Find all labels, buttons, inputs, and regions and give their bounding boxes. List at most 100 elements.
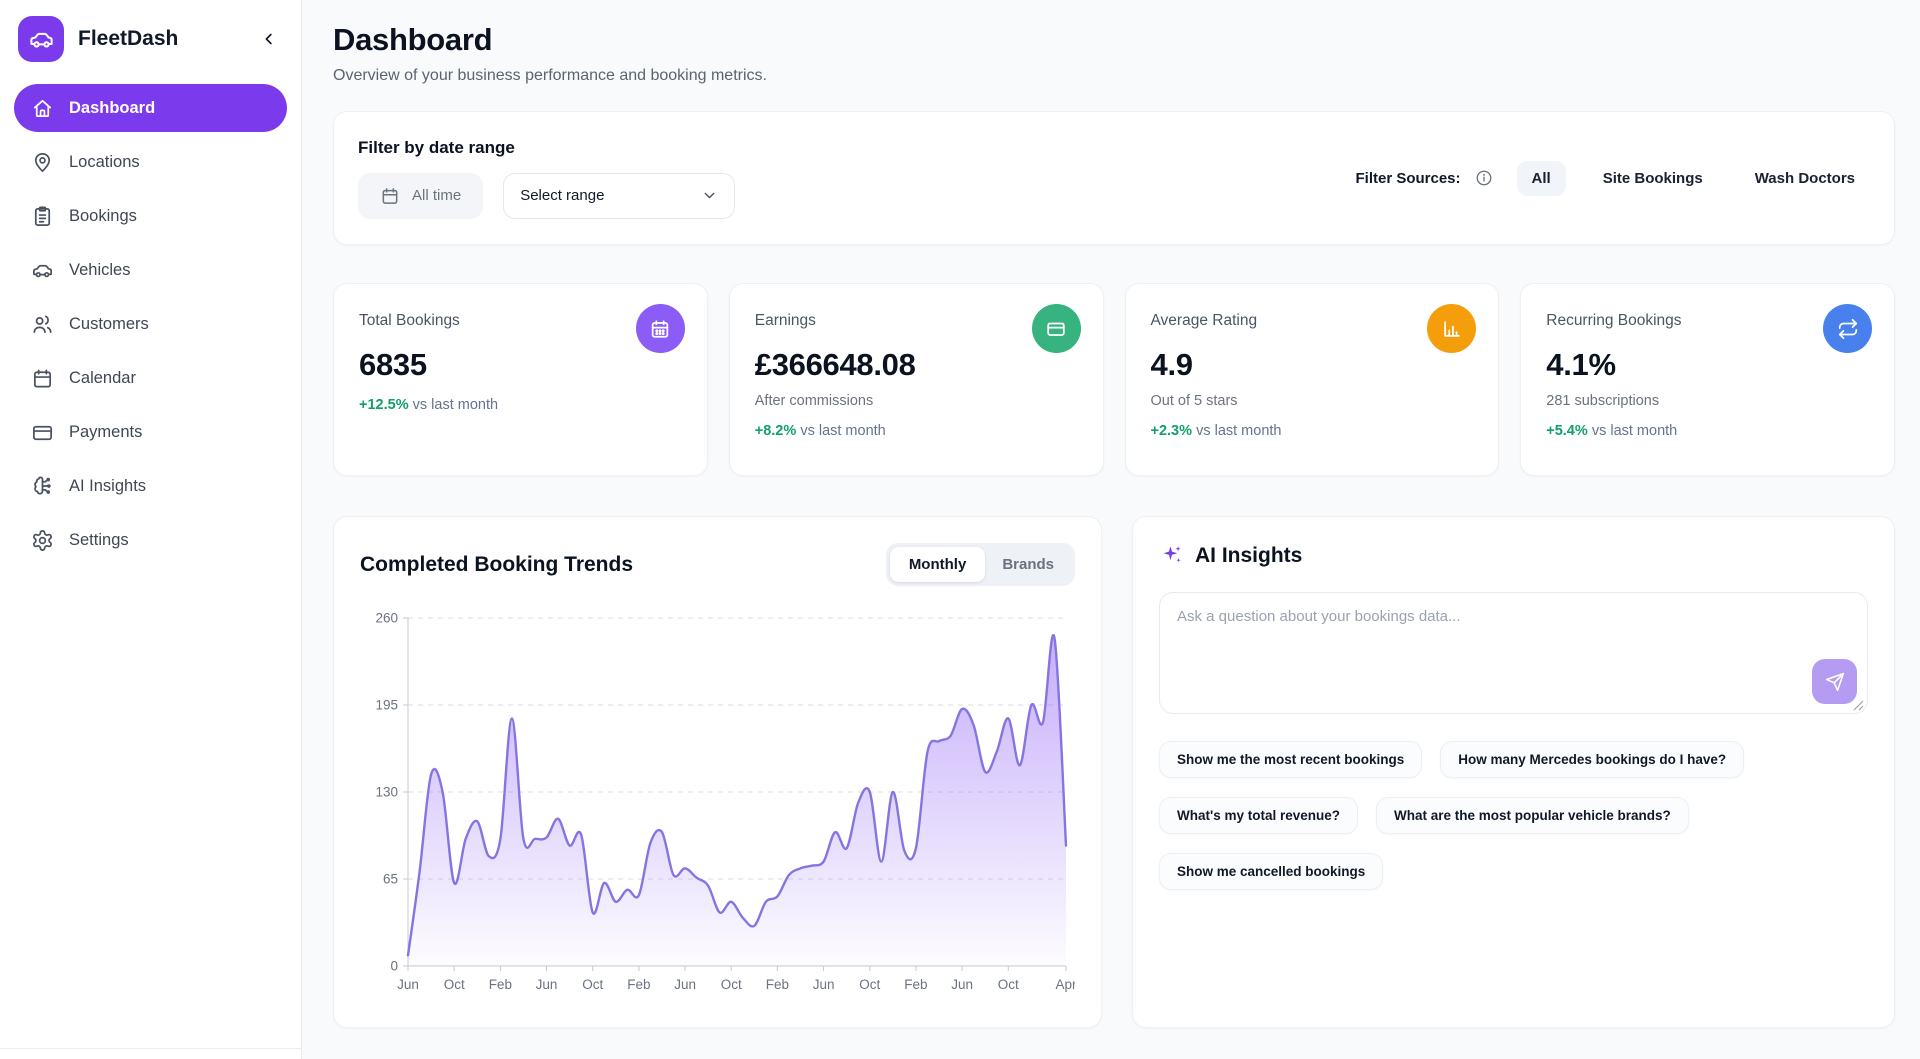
stat-subtext: After commissions (754, 393, 874, 409)
sidebar-nav: Dashboard Locations Bookings (0, 76, 301, 564)
sidebar-item-label: Locations (69, 152, 140, 171)
logo-row: FleetDash (0, 0, 301, 76)
stat-delta-note: vs last month (412, 397, 499, 413)
sidebar-item-label: Customers (69, 314, 149, 333)
suggestion-chip[interactable]: What are the most popular vehicle brands… (1376, 797, 1689, 834)
fleetdash-logo (18, 16, 64, 62)
send-button[interactable] (1812, 659, 1857, 704)
ai-insights-title: AI Insights (1195, 543, 1303, 567)
chart-view-toggle: Monthly Brands (885, 543, 1075, 586)
stat-value: 6835 (359, 347, 427, 382)
clipboard-icon (31, 205, 54, 228)
calendar-icon (380, 186, 400, 206)
stat-subtext: Out of 5 stars (1150, 393, 1238, 409)
sidebar: FleetDash Dashboard Locations (0, 0, 302, 1059)
ai-insights-card: AI Insights Show me the most recent book… (1132, 516, 1895, 1028)
stat-delta: +2.3% (1150, 423, 1193, 439)
svg-text:Oct: Oct (998, 977, 1019, 992)
suggestion-chip[interactable]: How many Mercedes bookings do I have? (1440, 741, 1745, 778)
sidebar-item-settings[interactable]: Settings (14, 516, 287, 564)
stat-card-earnings: Earnings £366648.08 After commissions +8… (728, 283, 1104, 476)
svg-text:Oct: Oct (721, 977, 742, 992)
chevron-down-icon (701, 187, 718, 204)
info-icon[interactable] (1475, 169, 1493, 187)
sidebar-item-dashboard[interactable]: Dashboard (14, 84, 287, 132)
stat-delta-row: +5.4% vs last month (1546, 423, 1869, 439)
svg-text:Jun: Jun (397, 977, 419, 992)
svg-text:130: 130 (375, 785, 398, 800)
page-subtitle: Overview of your business performance an… (333, 67, 767, 84)
credit-card-icon (1031, 304, 1081, 353)
date-filter-group: Filter by date range All time Select ran… (358, 138, 736, 219)
stat-card-total-bookings: Total Bookings 6835 +12.5% vs last month (333, 283, 708, 476)
source-option-all[interactable]: All (1516, 160, 1566, 196)
tab-monthly[interactable]: Monthly (889, 547, 986, 582)
ai-question-input-wrap (1159, 592, 1868, 719)
sidebar-divider (0, 1048, 301, 1049)
sidebar-item-customers[interactable]: Customers (14, 300, 287, 348)
users-icon (31, 313, 54, 336)
sidebar-item-vehicles[interactable]: Vehicles (14, 246, 287, 294)
all-time-button[interactable]: All time (358, 172, 484, 219)
sidebar-collapse-button[interactable] (255, 25, 283, 53)
stat-delta-note: vs last month (800, 423, 886, 439)
filter-sources-group: Filter Sources: All Site Bookings Wash D… (1355, 160, 1870, 196)
sidebar-item-bookings[interactable]: Bookings (14, 192, 287, 240)
svg-text:Feb: Feb (627, 977, 650, 992)
sidebar-item-label: Settings (69, 530, 129, 549)
svg-text:65: 65 (383, 872, 398, 887)
suggestion-chip[interactable]: Show me cancelled bookings (1159, 853, 1384, 890)
calendar-check-icon (635, 304, 685, 353)
sidebar-item-locations[interactable]: Locations (14, 138, 287, 186)
sparkles-icon (1159, 543, 1184, 568)
svg-text:Oct: Oct (859, 977, 880, 992)
stat-value: 4.1% (1546, 347, 1616, 382)
svg-text:Oct: Oct (582, 977, 603, 992)
sidebar-item-label: AI Insights (69, 476, 147, 495)
suggestion-chip[interactable]: What's my total revenue? (1159, 797, 1358, 834)
sidebar-item-label: Dashboard (69, 98, 156, 117)
tab-brands[interactable]: Brands (1002, 556, 1054, 573)
sidebar-item-label: Bookings (69, 206, 137, 225)
map-pin-icon (31, 151, 54, 174)
chart-title: Completed Booking Trends (360, 552, 634, 576)
stat-label: Recurring Bookings (1546, 312, 1682, 329)
source-option-wash-doctors[interactable]: Wash Doctors (1754, 169, 1855, 187)
source-option-site-bookings[interactable]: Site Bookings (1602, 169, 1703, 187)
car-icon (28, 26, 55, 53)
sidebar-item-label: Calendar (69, 368, 136, 387)
stat-value: 4.9 (1150, 347, 1194, 382)
sidebar-item-calendar[interactable]: Calendar (14, 354, 287, 402)
gear-icon (31, 529, 54, 552)
stat-delta-note: vs last month (1591, 423, 1678, 439)
stat-subtext: 281 subscriptions (1546, 393, 1660, 409)
stats-row: Total Bookings 6835 +12.5% vs last month… (333, 283, 1895, 476)
suggestion-chip[interactable]: Show me the most recent bookings (1159, 741, 1423, 778)
send-icon (1825, 672, 1845, 692)
calendar-icon (31, 367, 54, 390)
date-range-select[interactable]: Select range (503, 172, 736, 219)
sidebar-item-ai-insights[interactable]: AI Insights (14, 462, 287, 510)
chevron-left-icon (260, 30, 278, 48)
main-content: Dashboard Overview of your business perf… (302, 0, 1920, 1059)
stat-delta-note: vs last month (1196, 423, 1282, 439)
svg-text:Feb: Feb (489, 977, 512, 992)
app-title: FleetDash (78, 27, 179, 50)
stat-delta-row: +12.5% vs last month (359, 397, 682, 413)
svg-text:Jun: Jun (813, 977, 835, 992)
booking-trends-chart: 0 65 130 195 260 Jun Oct Feb Jun Oct Feb Jun Oct Feb J… (360, 600, 1075, 1002)
date-range-select-value: Select range (520, 187, 605, 204)
stat-label: Total Bookings (359, 312, 460, 329)
svg-text:Jun: Jun (674, 977, 696, 992)
ai-question-input[interactable] (1159, 592, 1868, 714)
repeat-icon (1823, 304, 1872, 353)
sidebar-item-payments[interactable]: Payments (14, 408, 287, 456)
svg-text:0: 0 (390, 959, 398, 974)
stat-label: Average Rating (1150, 312, 1258, 329)
svg-text:Feb: Feb (904, 977, 927, 992)
stat-value: £366648.08 (754, 347, 916, 382)
svg-text:260: 260 (375, 611, 398, 626)
svg-text:195: 195 (375, 698, 398, 713)
stat-delta: +8.2% (754, 423, 797, 439)
svg-text:Oct: Oct (444, 977, 465, 992)
